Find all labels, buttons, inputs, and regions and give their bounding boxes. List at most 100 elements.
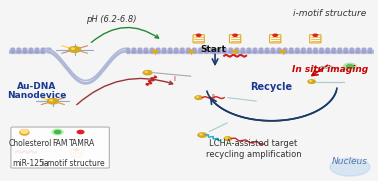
Circle shape [313, 34, 318, 36]
Circle shape [47, 51, 51, 53]
Circle shape [229, 51, 232, 53]
Circle shape [290, 48, 293, 50]
Circle shape [54, 131, 61, 134]
Circle shape [273, 34, 277, 36]
Circle shape [332, 48, 336, 50]
Circle shape [144, 48, 148, 50]
Circle shape [205, 51, 208, 53]
Circle shape [247, 48, 251, 50]
Circle shape [296, 51, 299, 53]
Circle shape [23, 51, 27, 53]
Circle shape [241, 48, 245, 50]
Circle shape [247, 51, 251, 53]
Circle shape [52, 129, 64, 135]
Circle shape [229, 48, 232, 50]
Circle shape [211, 48, 214, 50]
Circle shape [198, 133, 207, 137]
Circle shape [235, 51, 239, 53]
Circle shape [223, 51, 226, 53]
Circle shape [362, 51, 366, 53]
Circle shape [198, 51, 202, 53]
Circle shape [17, 48, 21, 50]
Circle shape [217, 51, 220, 53]
Circle shape [241, 51, 245, 53]
Circle shape [368, 51, 372, 53]
Circle shape [197, 97, 198, 98]
Circle shape [156, 51, 160, 53]
Circle shape [150, 51, 154, 53]
Circle shape [74, 149, 79, 151]
Circle shape [11, 51, 15, 53]
Circle shape [198, 48, 202, 50]
Circle shape [168, 51, 172, 53]
Circle shape [152, 50, 158, 52]
Circle shape [174, 48, 178, 50]
FancyBboxPatch shape [310, 35, 321, 43]
Circle shape [280, 50, 285, 52]
Circle shape [344, 48, 348, 50]
Circle shape [277, 48, 281, 50]
Circle shape [35, 48, 39, 50]
Circle shape [259, 51, 263, 53]
Circle shape [308, 48, 311, 50]
FancyBboxPatch shape [193, 35, 204, 43]
Circle shape [35, 51, 39, 53]
Ellipse shape [20, 130, 29, 135]
Circle shape [302, 48, 305, 50]
Circle shape [235, 48, 239, 50]
Circle shape [192, 48, 196, 50]
Circle shape [47, 48, 51, 50]
Circle shape [217, 48, 220, 50]
Circle shape [11, 48, 15, 50]
FancyBboxPatch shape [270, 35, 281, 43]
Text: Au-DNA: Au-DNA [17, 82, 56, 91]
Circle shape [277, 51, 281, 53]
Text: Cholesterol: Cholesterol [9, 140, 52, 148]
Circle shape [338, 48, 342, 50]
Circle shape [41, 51, 45, 53]
Circle shape [265, 48, 269, 50]
Text: LCHA-assisted target: LCHA-assisted target [209, 140, 297, 148]
Circle shape [138, 51, 142, 53]
Circle shape [138, 48, 142, 50]
Ellipse shape [330, 158, 370, 176]
Circle shape [145, 71, 147, 73]
Circle shape [271, 48, 275, 50]
Circle shape [350, 48, 354, 50]
Circle shape [224, 137, 231, 140]
Circle shape [296, 48, 299, 50]
Circle shape [346, 65, 353, 68]
Circle shape [362, 48, 366, 50]
Circle shape [29, 48, 33, 50]
Text: TAMRA: TAMRA [69, 140, 95, 148]
FancyArrowPatch shape [91, 28, 159, 42]
Text: i-motif structure: i-motif structure [42, 159, 104, 168]
Text: Recycle: Recycle [251, 82, 293, 92]
Circle shape [343, 63, 356, 70]
Circle shape [23, 48, 27, 50]
Circle shape [197, 34, 201, 36]
FancyBboxPatch shape [229, 35, 241, 43]
Circle shape [186, 48, 190, 50]
Circle shape [271, 51, 275, 53]
Circle shape [205, 48, 208, 50]
Circle shape [77, 131, 84, 134]
Circle shape [320, 51, 323, 53]
Circle shape [320, 48, 323, 50]
Circle shape [233, 34, 237, 36]
Circle shape [314, 51, 317, 53]
Circle shape [47, 98, 58, 104]
Circle shape [259, 48, 263, 50]
Circle shape [326, 51, 330, 53]
Circle shape [350, 51, 354, 53]
Circle shape [168, 48, 172, 50]
Circle shape [368, 48, 372, 50]
Circle shape [162, 48, 166, 50]
Circle shape [265, 51, 269, 53]
Circle shape [132, 48, 136, 50]
FancyArrowPatch shape [77, 78, 173, 105]
Text: Nanodevice: Nanodevice [7, 91, 66, 100]
Text: Start: Start [200, 45, 226, 54]
Circle shape [290, 51, 293, 53]
Circle shape [143, 71, 152, 75]
